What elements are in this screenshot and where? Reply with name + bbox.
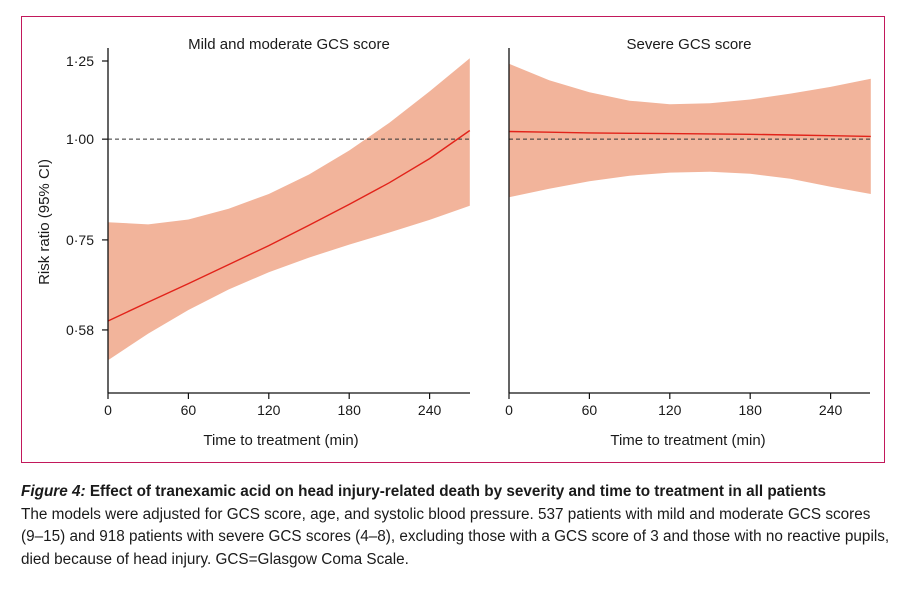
panel-mild-moderate: 0 60 120 180 240 0·58 0·75 1·00 1·25 Mild and mo… [36,36,471,449]
x-axis-title: Time to treatment (min) [610,432,765,449]
caption-title: Effect of tranexamic acid on head injury… [89,483,826,500]
ci-band [509,63,871,198]
y-tick-label: 1·00 [66,131,94,147]
x-tick-label: 180 [739,402,763,418]
panel-severe: 0 60 120 180 240 Severe GCS score Time to tr… [505,36,871,449]
x-axis-title: Time to treatment (min) [203,432,358,449]
panel-title: Severe GCS score [626,36,751,53]
ci-band [108,58,470,361]
caption-label: Figure 4: [21,483,86,500]
panel-title: Mild and moderate GCS score [188,36,390,53]
x-tick-label: 240 [418,402,442,418]
caption-body: The models were adjusted for GCS score, … [21,505,890,568]
axes: 0 60 120 180 240 [505,48,870,418]
x-tick-label: 0 [104,402,112,418]
figure-caption: Figure 4: Effect of tranexamic acid on h… [21,481,891,571]
y-axis-title: Risk ratio (95% CI) [36,159,53,285]
x-tick-label: 0 [505,402,513,418]
x-tick-label: 240 [819,402,843,418]
x-tick-label: 120 [658,402,682,418]
x-tick-label: 60 [582,402,598,418]
y-tick-label: 0·58 [66,322,94,338]
y-tick-label: 0·75 [66,232,94,248]
x-tick-label: 180 [338,402,362,418]
estimate-line [508,130,871,138]
x-tick-label: 60 [181,402,197,418]
y-tick-label: 1·25 [66,53,94,69]
axes: 0 60 120 180 240 0·58 0·75 1·00 1·25 [66,48,470,418]
estimate-line [107,129,471,322]
chart-area: 0 60 120 180 240 0·58 0·75 1·00 1·25 Mild and mo… [36,36,871,449]
figure-frame [21,16,885,463]
x-tick-label: 120 [257,402,281,418]
